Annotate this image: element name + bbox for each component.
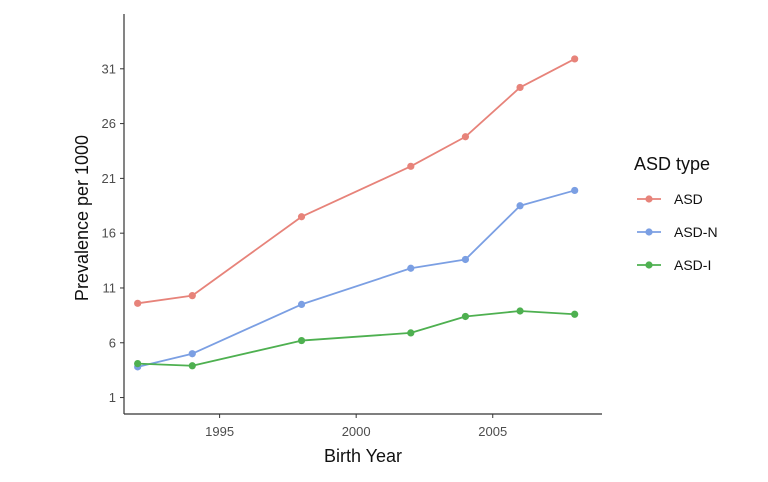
y-tick-label: 26 (102, 116, 116, 131)
y-axis-title: Prevalence per 1000 (72, 135, 92, 301)
x-tick-label: 1995 (205, 424, 234, 439)
data-point (571, 310, 579, 318)
legend-label: ASD (674, 191, 703, 207)
data-point (134, 359, 142, 368)
data-point (407, 162, 415, 170)
y-tick-label: 31 (102, 61, 116, 76)
data-point (571, 186, 579, 195)
x-tick-label: 2000 (342, 424, 371, 439)
data-point (516, 307, 524, 315)
legend-label: ASD-I (674, 257, 711, 273)
legend-item: ASD-I (637, 257, 711, 273)
data-point (571, 55, 579, 63)
data-point (297, 213, 306, 221)
data-point (297, 300, 306, 309)
series-asd (134, 55, 579, 307)
data-point (188, 292, 196, 300)
data-point (516, 202, 524, 210)
legend-item: ASD (637, 191, 703, 207)
data-point (188, 362, 196, 370)
y-tick-label: 6 (109, 335, 116, 350)
legend-title: ASD type (634, 154, 710, 174)
y-tick-label: 1 (109, 390, 116, 405)
legend-marker (645, 228, 653, 236)
legend-marker (645, 195, 653, 203)
data-point (461, 312, 470, 321)
data-point (407, 329, 415, 337)
x-axis-title: Birth Year (324, 446, 402, 466)
legend-item: ASD-N (637, 224, 718, 240)
y-tick-label: 21 (102, 171, 116, 186)
legend-label: ASD-N (674, 224, 718, 240)
y-tick-label: 16 (102, 226, 116, 241)
x-tick-label: 2005 (478, 424, 507, 439)
data-point (461, 133, 470, 141)
series-layer (134, 55, 579, 371)
series-line (137, 189, 575, 368)
data-point (407, 264, 415, 272)
series-asd-i (134, 307, 579, 370)
legend: ASD type ASD ASD-N ASD-I (634, 154, 718, 273)
y-tick-label: 11 (103, 280, 117, 295)
series-line (137, 310, 575, 367)
series-line (137, 58, 576, 305)
legend-marker (645, 261, 653, 269)
data-point (134, 299, 142, 307)
data-point (516, 83, 524, 92)
data-point (188, 350, 196, 358)
data-point (297, 336, 306, 345)
series-asd-n (134, 186, 579, 371)
data-point (461, 255, 470, 264)
